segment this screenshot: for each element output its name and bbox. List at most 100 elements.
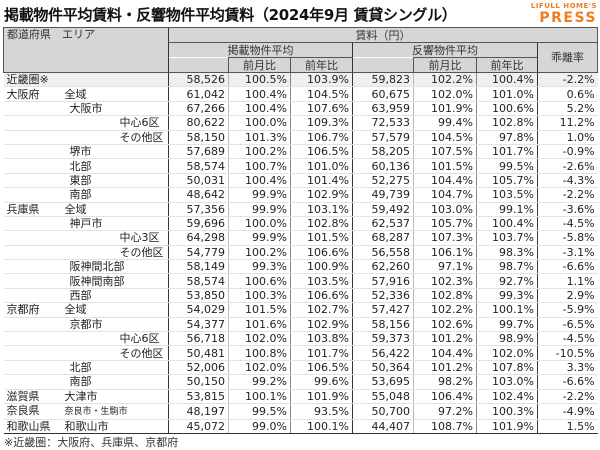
cell-listed-mom: 99.2%: [228, 374, 291, 390]
cell-divergence: 1.0%: [536, 130, 598, 145]
cell-listed-yoy: 103.9%: [290, 71, 353, 88]
cell-inquiry-mom: 102.3%: [413, 273, 477, 289]
cell-listed-mom: 100.8%: [228, 345, 291, 361]
table-row: 堺市 57,689 100.2% 106.5% 58,205 107.5% 101.7% -0…: [3, 144, 598, 160]
table-row: 阪神間南部 58,574 100.6% 103.5% 57,916 102.3% 92.7%…: [3, 273, 598, 289]
table-row: 東部 50,031 100.4% 101.4% 52,275 104.4% 105.7% -4…: [3, 173, 598, 189]
area-label: 和歌山市: [64, 420, 109, 434]
cell-listed-mom: 100.1%: [228, 388, 291, 404]
cell-listed-yoy: 102.8%: [290, 216, 353, 232]
cell-divergence: -4.5%: [536, 331, 598, 347]
table-row: 滋賀県 大津市 53,815 100.1% 101.9% 55,048 106.4% 102.…: [3, 388, 598, 404]
cell-listed-mom: 100.6%: [228, 273, 291, 289]
cell-divergence: 3.3%: [536, 360, 598, 376]
cell-listed-yoy: 102.9%: [290, 317, 353, 333]
prefecture-label: 奈良県: [6, 403, 40, 417]
cell-inquiry-yoy: 102.8%: [476, 115, 538, 131]
area-label: 東部: [69, 173, 92, 187]
area-label: 阪神間北部: [69, 260, 125, 274]
area-label: 堺市: [69, 145, 92, 159]
area-cell: 滋賀県 大津市: [3, 388, 169, 404]
area-label: 神戸市: [69, 217, 103, 231]
cell-listed: 45,072: [168, 418, 229, 435]
cell-inquiry: 49,739: [352, 187, 414, 203]
cell-inquiry-mom: 97.1%: [413, 259, 477, 275]
table-row: その他区 54,779 100.2% 106.6% 56,558 106.1% 98.3% -…: [3, 245, 598, 261]
cell-listed-yoy: 103.8%: [290, 331, 353, 347]
cell-inquiry-mom: 102.0%: [413, 86, 477, 102]
cell-listed-yoy: 101.7%: [290, 345, 353, 361]
cell-inquiry-yoy: 99.7%: [476, 317, 538, 333]
cell-inquiry-yoy: 105.7%: [476, 173, 538, 189]
cell-listed: 58,149: [168, 259, 229, 275]
cell-inquiry: 60,675: [352, 86, 414, 102]
cell-listed: 52,006: [168, 360, 229, 376]
area-label: その他区: [119, 130, 164, 144]
cell-inquiry-yoy: 92.7%: [476, 273, 538, 289]
cell-listed-yoy: 103.5%: [290, 273, 353, 289]
cell-listed-mom: 99.0%: [228, 418, 291, 435]
cell-listed-mom: 100.0%: [228, 216, 291, 232]
area-cell: 西部: [3, 288, 169, 304]
cell-listed: 54,029: [168, 302, 229, 318]
brand-logo: LIFULL HOME'S PRESS: [531, 3, 597, 26]
cell-listed-mom: 100.0%: [228, 115, 291, 131]
cell-inquiry-mom: 106.1%: [413, 245, 477, 261]
area-label: その他区: [119, 346, 164, 360]
cell-listed: 54,779: [168, 245, 229, 261]
cell-inquiry-yoy: 98.3%: [476, 245, 538, 261]
cell-listed-mom: 100.5%: [228, 71, 291, 88]
cell-inquiry-yoy: 103.5%: [476, 187, 538, 203]
area-cell: 奈良県 奈良市・生駒市: [3, 402, 169, 420]
cell-inquiry-mom: 101.9%: [413, 101, 477, 117]
prefecture-label: 滋賀県: [6, 389, 40, 403]
cell-inquiry: 68,287: [352, 230, 414, 246]
area-label: 南部: [69, 188, 92, 202]
cell-listed-yoy: 101.9%: [290, 388, 353, 404]
prefecture-label: 大阪府: [6, 87, 40, 101]
cell-inquiry: 63,959: [352, 101, 414, 117]
cell-listed-yoy: 107.6%: [290, 101, 353, 117]
cell-listed-mom: 99.9%: [228, 230, 291, 246]
logo-line-2: PRESS: [539, 10, 597, 26]
cell-inquiry-mom: 102.8%: [413, 288, 477, 304]
cell-listed-mom: 102.0%: [228, 360, 291, 376]
table-row: 南部 48,642 99.9% 102.9% 49,739 104.7% 103.5% -2.…: [3, 187, 598, 203]
cell-listed-yoy: 104.5%: [290, 86, 353, 102]
cell-listed-mom: 100.4%: [228, 101, 291, 117]
area-label: 西部: [69, 289, 92, 303]
cell-listed: 57,689: [168, 144, 229, 160]
cell-divergence: -6.5%: [536, 317, 598, 333]
cell-inquiry-yoy: 101.0%: [476, 86, 538, 102]
area-label: 全域: [64, 303, 87, 317]
cell-divergence: 1.1%: [536, 273, 598, 289]
cell-listed: 67,266: [168, 101, 229, 117]
cell-inquiry-mom: 102.2%: [413, 302, 477, 318]
area-cell: 阪神間南部: [3, 273, 169, 289]
table-row: 阪神間北部 58,149 99.3% 100.9% 62,260 97.1% 98.7% -6…: [3, 259, 598, 275]
cell-inquiry-mom: 104.4%: [413, 173, 477, 189]
cell-inquiry-yoy: 107.8%: [476, 360, 538, 376]
cell-inquiry-yoy: 100.4%: [476, 71, 538, 88]
area-cell: 和歌山県 和歌山市: [3, 418, 169, 435]
area-label: 中心6区: [119, 116, 160, 130]
table-row: 南部 50,150 99.2% 99.6% 53,695 98.2% 103.0% -6.6%: [3, 374, 598, 390]
area-cell: 阪神間北部: [3, 259, 169, 275]
area-cell: 京都市: [3, 317, 169, 333]
footnote: ※近畿圏：大阪府、兵庫県、京都府: [4, 436, 179, 449]
area-cell: 南部: [3, 187, 169, 203]
table-row: 奈良県 奈良市・生駒市 48,197 99.5% 93.5% 50,700 97.2% 100…: [3, 402, 598, 420]
cell-inquiry-yoy: 100.1%: [476, 302, 538, 318]
area-cell: その他区: [3, 345, 169, 361]
area-cell: 南部: [3, 374, 169, 390]
prefecture-label: 京都府: [6, 303, 40, 317]
area-label: 奈良市・生駒市: [64, 406, 128, 417]
cell-inquiry: 56,422: [352, 345, 414, 361]
cell-listed-yoy: 103.1%: [290, 201, 353, 217]
area-label: 阪神間南部: [69, 274, 125, 288]
cell-inquiry: 59,492: [352, 201, 414, 217]
area-label: 中心3区: [119, 231, 160, 245]
prefecture-label: 近畿圏※: [6, 73, 49, 87]
cell-divergence: -2.2%: [536, 388, 598, 404]
header-inquiry-blank: [352, 57, 414, 73]
